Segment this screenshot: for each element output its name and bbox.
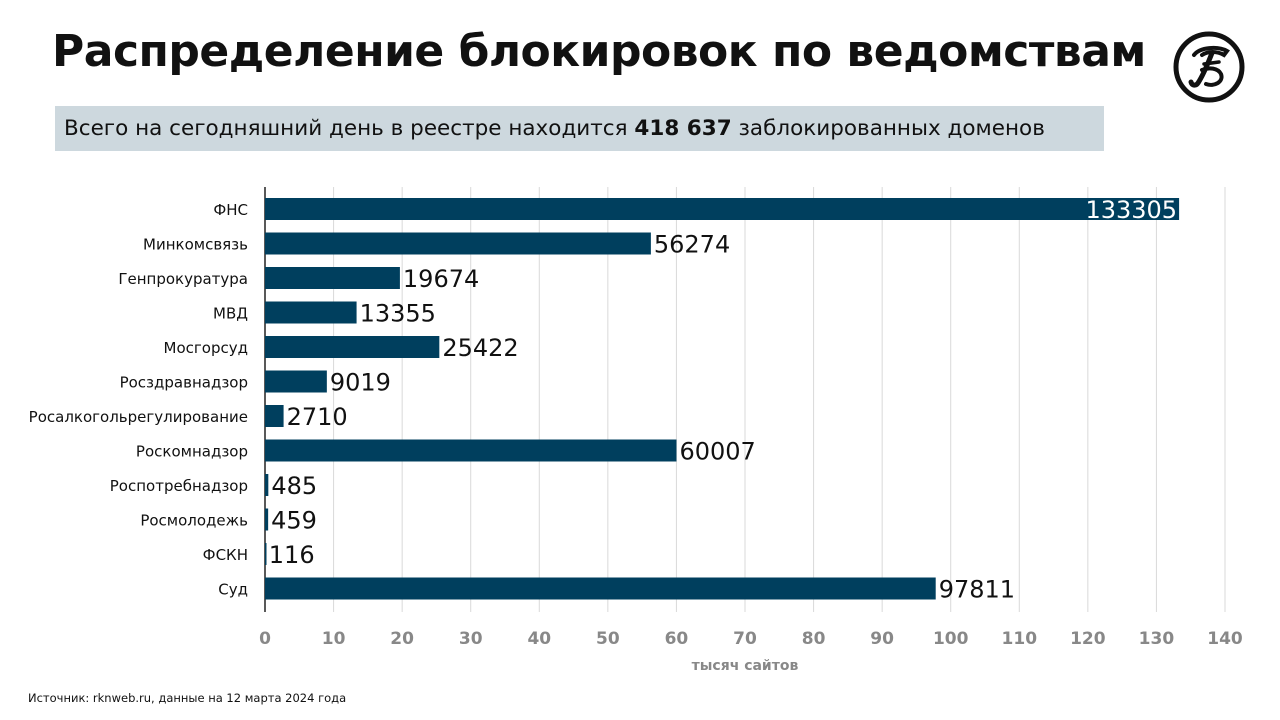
value-label: 60007	[679, 438, 755, 466]
bar	[265, 405, 284, 427]
bar	[265, 439, 677, 462]
category-label: Росздравнадзор	[120, 374, 248, 392]
value-label: 116	[269, 541, 315, 569]
bar	[265, 301, 357, 324]
bar	[265, 577, 936, 600]
summary-total: 418 637	[634, 116, 732, 141]
bar	[265, 543, 267, 565]
x-tick-label: 90	[870, 629, 894, 649]
x-tick-label: 30	[459, 629, 483, 649]
x-tick-label: 40	[527, 629, 551, 649]
value-label: 25422	[442, 334, 518, 362]
x-tick-label: 50	[596, 629, 620, 649]
value-label: 459	[271, 507, 317, 535]
category-label: МВД	[213, 305, 248, 323]
bar	[265, 232, 651, 255]
category-label: ФНС	[213, 201, 248, 219]
x-tick-label: 80	[802, 629, 826, 649]
category-label: Роспотребнадзор	[110, 477, 248, 495]
bar	[265, 267, 400, 289]
value-label: 56274	[654, 231, 730, 259]
value-label: 13355	[360, 300, 436, 328]
x-tick-label: 100	[933, 629, 969, 649]
page-title: Распределение блокировок по ведомствам	[52, 26, 1146, 77]
x-tick-label: 140	[1207, 629, 1243, 649]
x-tick-label: 70	[733, 629, 757, 649]
summary-banner: Всего на сегодняшний день в реестре нахо…	[55, 106, 1104, 151]
bar	[265, 198, 1180, 220]
value-label: 2710	[287, 403, 348, 431]
summary-suffix: заблокированных доменов	[738, 116, 1045, 141]
category-label: Мосгорсуд	[164, 339, 248, 357]
bar	[265, 370, 327, 393]
bar	[265, 508, 269, 531]
bar	[265, 336, 440, 358]
x-tick-label: 60	[665, 629, 689, 649]
category-label: Генпрокуратура	[118, 270, 248, 288]
category-label: Росмолодежь	[140, 512, 248, 530]
bar	[265, 474, 269, 496]
logo-emblem-icon	[1173, 31, 1245, 103]
value-label: 485	[271, 472, 317, 500]
summary-prefix: Всего на сегодняшний день в реестре нахо…	[64, 116, 628, 141]
x-tick-label: 120	[1070, 629, 1106, 649]
source-note: Источник: rknweb.ru, данные на 12 марта …	[28, 691, 347, 705]
category-label: Минкомсвязь	[143, 236, 248, 254]
category-label: Росалкогольрегулирование	[29, 408, 248, 426]
value-label: 97811	[939, 576, 1015, 604]
x-tick-label: 130	[1139, 629, 1175, 649]
x-tick-label: 10	[322, 629, 346, 649]
category-label: ФСКН	[203, 546, 248, 564]
value-label: 19674	[403, 265, 479, 293]
category-label: Суд	[218, 581, 248, 599]
x-axis-title: тысяч сайтов	[692, 658, 799, 674]
x-tick-label: 0	[259, 629, 271, 649]
x-tick-label: 110	[1002, 629, 1038, 649]
category-label: Роскомнадзор	[136, 443, 248, 461]
value-label: 133305	[1085, 196, 1177, 224]
value-label: 9019	[330, 369, 391, 397]
x-tick-label: 20	[390, 629, 414, 649]
